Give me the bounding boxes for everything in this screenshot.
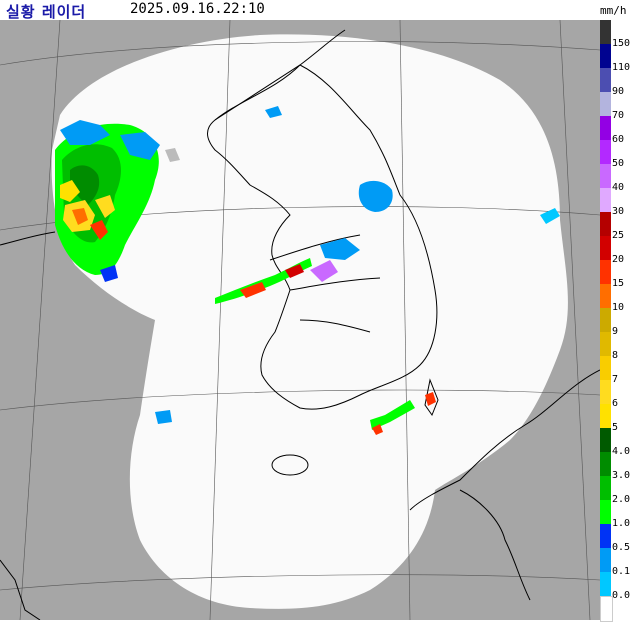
legend-swatch bbox=[600, 140, 611, 164]
legend-swatch bbox=[600, 308, 611, 332]
page-title: 실황 레이더 bbox=[6, 3, 87, 21]
legend-swatch bbox=[600, 68, 611, 92]
legend-swatch bbox=[600, 428, 611, 452]
legend-label: 0.1 bbox=[612, 566, 631, 577]
legend-label: 70 bbox=[612, 110, 625, 121]
legend-swatch bbox=[600, 476, 611, 500]
legend-swatch bbox=[600, 524, 611, 548]
coastlines bbox=[0, 29, 600, 620]
legend-label: 50 bbox=[612, 158, 625, 169]
legend-label: 110 bbox=[612, 62, 631, 73]
legend-label: 2.0 bbox=[612, 494, 631, 505]
legend-swatch bbox=[600, 212, 611, 236]
legend-label: 150 bbox=[612, 38, 631, 49]
legend-swatch bbox=[600, 20, 611, 44]
legend-swatch bbox=[600, 188, 611, 212]
legend-label: 10 bbox=[612, 302, 625, 313]
legend-label: 0.0 bbox=[612, 590, 631, 601]
header: 실황 레이더 2025.09.16.22:10 mm/h bbox=[0, 0, 635, 21]
legend-swatch bbox=[600, 404, 611, 428]
legend-swatch bbox=[600, 572, 611, 596]
timestamp: 2025.09.16.22:10 bbox=[130, 1, 265, 17]
legend-label: 8 bbox=[612, 350, 619, 361]
legend-swatch bbox=[600, 548, 611, 572]
precipitation-echoes bbox=[55, 106, 560, 435]
legend-label: 25 bbox=[612, 230, 625, 241]
legend-label: 4.0 bbox=[612, 446, 631, 457]
legend-label: 20 bbox=[612, 254, 625, 265]
legend: 150 110 90 70 60 50 40 30 25 20 15 10 9 8 7 6 5 4.0 3.0 2.0… bbox=[600, 20, 635, 622]
legend-swatch bbox=[600, 452, 611, 476]
legend-label: 15 bbox=[612, 278, 625, 289]
legend-swatch bbox=[600, 44, 611, 68]
legend-swatch bbox=[600, 356, 611, 380]
legend-swatch bbox=[600, 284, 611, 308]
legend-label: 0.5 bbox=[612, 542, 631, 553]
radar-coverage bbox=[51, 34, 568, 609]
legend-swatch bbox=[600, 380, 611, 404]
legend-swatch bbox=[600, 92, 611, 116]
legend-label: 40 bbox=[612, 182, 625, 193]
radar-map bbox=[0, 20, 600, 620]
legend-swatch bbox=[600, 332, 611, 356]
legend-label: 9 bbox=[612, 326, 619, 337]
unit-label: mm/h bbox=[600, 4, 627, 17]
legend-label: 7 bbox=[612, 374, 619, 385]
legend-label: 30 bbox=[612, 206, 625, 217]
legend-label: 1.0 bbox=[612, 518, 631, 529]
legend-swatch bbox=[600, 236, 611, 260]
legend-label: 6 bbox=[612, 398, 619, 409]
legend-label: 60 bbox=[612, 134, 625, 145]
lat-lon-grid bbox=[0, 20, 600, 620]
legend-label: 90 bbox=[612, 86, 625, 97]
legend-label: 3.0 bbox=[612, 470, 631, 481]
legend-label: 5 bbox=[612, 422, 619, 433]
legend-swatch bbox=[600, 260, 611, 284]
legend-swatch bbox=[600, 500, 611, 524]
legend-swatch bbox=[600, 116, 611, 140]
legend-swatch bbox=[600, 164, 611, 188]
legend-swatch-zero bbox=[600, 596, 613, 622]
